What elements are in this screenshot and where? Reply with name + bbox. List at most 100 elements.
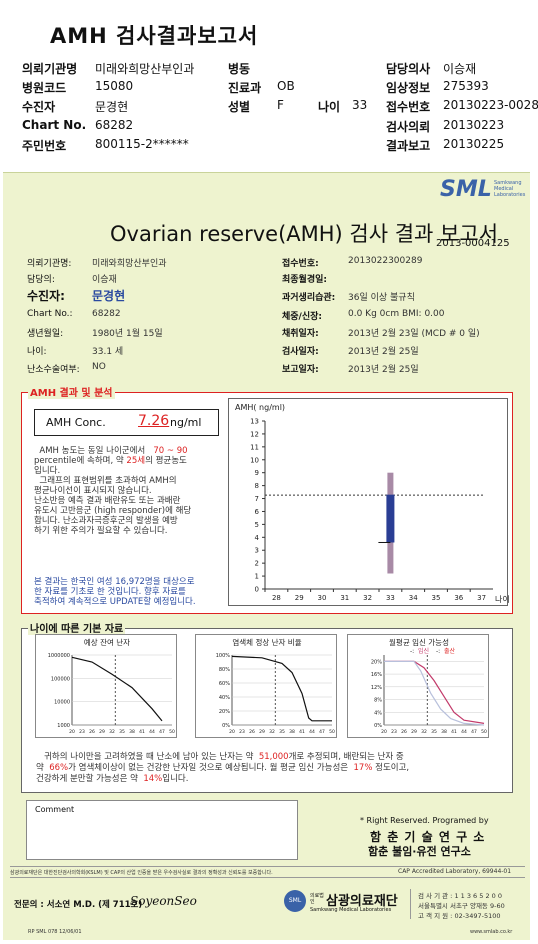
header-value: OB bbox=[277, 79, 295, 93]
amh-note: 본 결과는 한국인 여성 16,972명을 대상으로 한 자료를 기초로 한 것… bbox=[34, 577, 226, 607]
analysis-line: 난소반응 예측 결과 배란유도 또는 과배란 bbox=[34, 496, 181, 506]
x-tick-label: 33 bbox=[386, 594, 395, 602]
summary-text: 귀하의 나이만을 고려하였을 때 난소에 남아 있는 난자는 약 bbox=[44, 752, 254, 762]
y-tick-label: 7 bbox=[255, 495, 259, 503]
cert-text: 삼광의료재단은 대한진단검사의학회(KSLM) 및 CAP의 산업 인증을 받은… bbox=[10, 870, 273, 876]
pregnancy-value: 17% bbox=[353, 763, 373, 773]
header-value: 20130223-00289 bbox=[443, 98, 538, 112]
x-tick-label: 26 bbox=[401, 729, 407, 735]
note-line: 한 자료를 기초로 한 것입니다. 향후 자료를 bbox=[34, 587, 186, 597]
report-label: 최종월경일: bbox=[282, 275, 327, 285]
document-title: AMH 검사결과보고서 bbox=[50, 24, 259, 48]
x-tick-label: 30 bbox=[318, 594, 327, 602]
x-tick-label: 32 bbox=[421, 729, 427, 735]
legend-pregnancy: 임신 bbox=[418, 647, 429, 655]
mini-chart-title: 염색체 정상 난자 비율 bbox=[232, 637, 301, 647]
header-value: F bbox=[277, 98, 284, 112]
y-tick-label: 2 bbox=[255, 560, 259, 568]
report-label: 접수번호: bbox=[282, 259, 319, 269]
doctor-signature: SoyeonSeo bbox=[130, 894, 197, 908]
x-tick-label: 41 bbox=[451, 729, 457, 735]
x-tick-label: 35 bbox=[119, 729, 125, 735]
org-name: 삼광의료재단 bbox=[326, 894, 398, 909]
header-value: 800115-2****** bbox=[95, 137, 189, 151]
y-tick-label: 12 bbox=[250, 430, 259, 438]
patient-label: 수진자: bbox=[27, 289, 65, 303]
header-value: 15080 bbox=[95, 79, 134, 93]
x-tick-label: 44 bbox=[309, 729, 315, 735]
x-tick-label: 35 bbox=[431, 729, 437, 735]
report-value: 2013년 2월 25일 bbox=[348, 365, 419, 375]
y-tick-label: 9 bbox=[255, 469, 259, 477]
header-value: 20130223 bbox=[443, 118, 505, 132]
equivalent-age: 25세 bbox=[126, 456, 146, 466]
header-label: 의뢰기관명 bbox=[22, 62, 78, 76]
x-tick-label: 32 bbox=[269, 729, 275, 735]
x-tick-label: 47 bbox=[471, 729, 477, 735]
header-label: 병동 bbox=[228, 62, 251, 76]
x-tick-label: 38 bbox=[441, 729, 447, 735]
series-line bbox=[231, 655, 332, 722]
header-value: 미래와희망산부인과 bbox=[95, 62, 195, 76]
y-tick-label: 11 bbox=[250, 443, 259, 451]
y-tick-label: 4 bbox=[255, 534, 260, 542]
x-tick-label: 41 bbox=[139, 729, 145, 735]
x-tick-label: 50 bbox=[481, 729, 487, 735]
y-tick-label: 6 bbox=[255, 508, 260, 516]
rights-text: * Right Reserved. Programed by bbox=[360, 816, 489, 825]
patient-label: Chart No.: bbox=[27, 309, 73, 319]
report-label: 체중/신장: bbox=[282, 312, 323, 322]
header-value: 68282 bbox=[95, 118, 134, 132]
analysis-line: 유도시 고반응군 (high responder)에 해당 bbox=[34, 506, 192, 516]
y-tick-label: 80% bbox=[219, 667, 230, 673]
report-label: 과거생리습관: bbox=[282, 293, 336, 303]
x-tick-label: 34 bbox=[409, 594, 418, 602]
y-tick-label: 3 bbox=[255, 547, 259, 555]
report-value: 2013022300289 bbox=[348, 256, 423, 266]
normal-eggs-value: 66% bbox=[49, 763, 69, 773]
analysis-line: 그래프의 표현범위를 초과하여 AMH의 bbox=[39, 476, 177, 486]
summary-text: 건강하게 분만할 가능성은 약 bbox=[36, 774, 138, 784]
comment-box: Comment bbox=[26, 800, 298, 860]
report-label: 채취일자: bbox=[282, 329, 319, 339]
header-label: 병원코드 bbox=[22, 81, 67, 95]
patient-value: 33.1 세 bbox=[92, 347, 124, 357]
y-tick-label: 0% bbox=[374, 723, 382, 729]
patient-value: 미래와희망산부인과 bbox=[92, 259, 167, 269]
amh-section-title: AMH 결과 및 분석 bbox=[28, 384, 115, 399]
summary-text: 정도이고, bbox=[375, 763, 410, 773]
x-tick-label: 41 bbox=[299, 729, 305, 735]
interquartile-box bbox=[386, 494, 395, 543]
amh-conc-box bbox=[34, 409, 219, 436]
header-value: 20130225 bbox=[443, 137, 505, 151]
y-tick-label: 10 bbox=[250, 456, 259, 464]
x-tick-label: 35 bbox=[279, 729, 285, 735]
patient-value: 문경현 bbox=[92, 289, 126, 303]
x-tick-label: 32 bbox=[109, 729, 115, 735]
report-value: 36일 이상 불규칙 bbox=[348, 293, 415, 303]
website: www.smlab.co.kr bbox=[470, 929, 513, 935]
series-line bbox=[384, 660, 485, 724]
patient-label: 생년월일: bbox=[27, 329, 64, 339]
x-tick-label: 29 bbox=[99, 729, 105, 735]
analysis-line: 입니다. bbox=[34, 466, 61, 476]
birth-value: 14% bbox=[143, 774, 163, 784]
amh-conc-value: 7.26 bbox=[138, 413, 170, 429]
y-tick-label: 100000 bbox=[51, 676, 70, 682]
patient-label: 담당의: bbox=[27, 275, 55, 285]
x-tick-label: 50 bbox=[169, 729, 175, 735]
x-tick-label: 26 bbox=[249, 729, 255, 735]
basic-section-title: 나이에 따른 기본 자료 bbox=[28, 620, 126, 635]
x-tick-label: 35 bbox=[432, 594, 441, 602]
org-prefix: 의료법인 bbox=[310, 893, 324, 905]
org-info-1: 검 사 기 관 : 1 1 3 6 5 2 0 0 bbox=[418, 892, 502, 900]
x-tick-label: 44 bbox=[461, 729, 467, 735]
y-tick-label: 40% bbox=[219, 695, 230, 701]
x-tick-label: 23 bbox=[79, 729, 85, 735]
x-tick-label: 38 bbox=[129, 729, 135, 735]
report-value: 2013년 2월 23일 (MCD # 0 일) bbox=[348, 329, 480, 339]
lab-name-1: 함 춘 기 술 연 구 소 bbox=[370, 830, 486, 844]
legend-dash: -: bbox=[410, 648, 414, 655]
